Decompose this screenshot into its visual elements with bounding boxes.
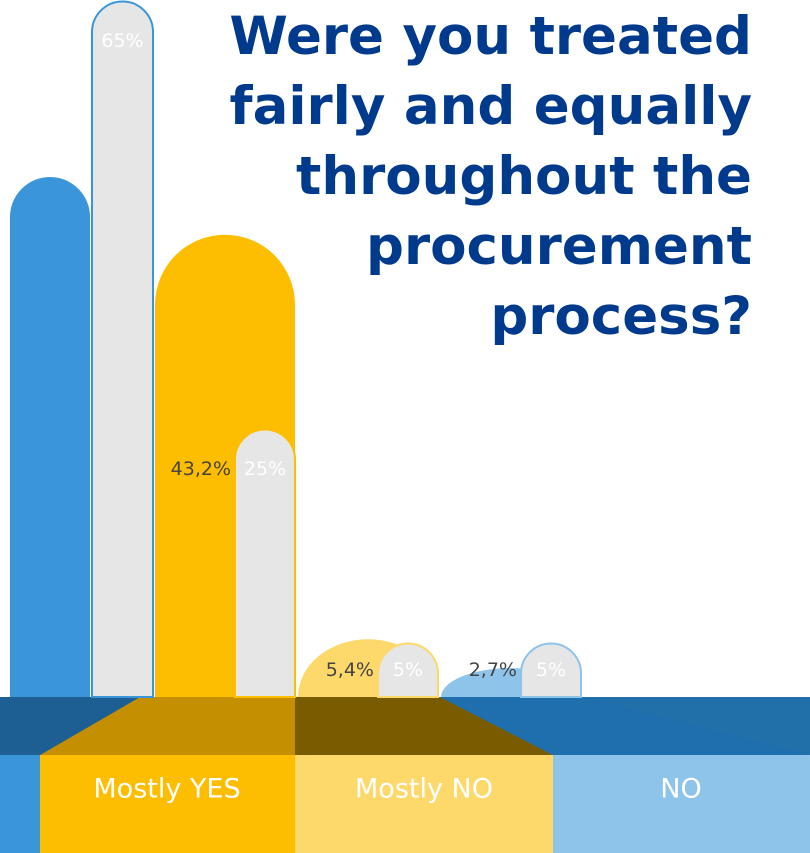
x-tick-label: Mostly NO <box>355 774 493 805</box>
value-label: 65% <box>101 30 143 52</box>
value-label: 48,6% <box>28 30 88 52</box>
bar <box>234 428 296 698</box>
band <box>295 755 553 853</box>
bar <box>10 176 90 698</box>
chart-title: Were you treated fairly and equally thro… <box>229 6 752 347</box>
band <box>0 755 40 853</box>
bar <box>91 0 154 698</box>
value-label: 5,4% <box>326 659 374 681</box>
bar <box>520 642 582 698</box>
bar <box>377 642 439 698</box>
floor-no <box>295 697 553 755</box>
value-label: 43,2% <box>171 458 231 480</box>
value-label: 2,7% <box>469 659 517 681</box>
value-label: 5% <box>393 659 423 681</box>
floor-right <box>440 697 810 755</box>
x-tick-label: NO <box>660 774 701 805</box>
band <box>40 755 295 853</box>
floor <box>0 697 810 853</box>
floor-yes <box>40 697 295 755</box>
band <box>553 755 810 853</box>
x-tick-label: Mostly YES <box>93 774 240 805</box>
value-label: 5% <box>536 659 566 681</box>
floor-left <box>0 697 140 755</box>
value-label: 25% <box>244 458 286 480</box>
